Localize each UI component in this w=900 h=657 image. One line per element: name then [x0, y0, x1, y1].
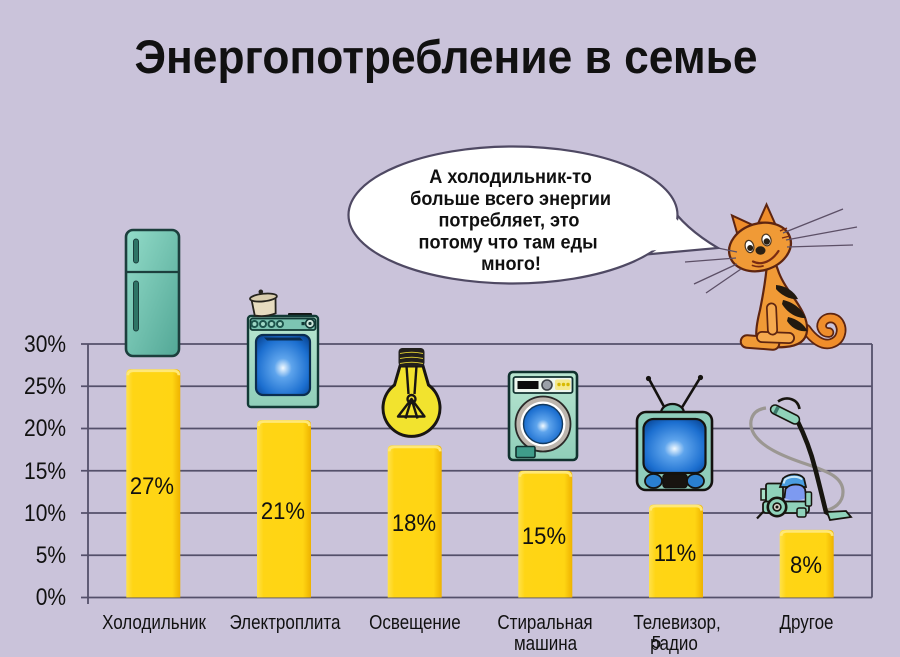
- svg-text:5%: 5%: [36, 542, 66, 569]
- svg-text:18%: 18%: [392, 509, 436, 536]
- svg-text:Другое: Другое: [779, 611, 833, 634]
- svg-text:потребляет, это: потребляет, это: [438, 209, 579, 231]
- svg-text:27%: 27%: [130, 472, 174, 499]
- svg-text:Холодильник: Холодильник: [102, 611, 207, 634]
- svg-text:потому что там еды: потому что там еды: [419, 231, 598, 253]
- svg-text:0%: 0%: [36, 584, 66, 611]
- svg-text:А холодильник-то: А холодильник-то: [429, 165, 592, 187]
- svg-text:машина: машина: [514, 632, 578, 655]
- svg-text:радио: радио: [650, 632, 698, 655]
- svg-text:25%: 25%: [24, 373, 66, 400]
- svg-text:5: 5: [652, 632, 662, 652]
- svg-text:больше всего энергии: больше всего энергии: [410, 187, 611, 209]
- svg-text:8%: 8%: [790, 551, 822, 578]
- svg-text:много!: много!: [481, 252, 541, 274]
- svg-text:10%: 10%: [24, 500, 66, 527]
- svg-text:Стиральная: Стиральная: [497, 611, 592, 634]
- svg-text:15%: 15%: [24, 458, 66, 485]
- svg-text:Энергопотребление в семье: Энергопотребление в семье: [135, 30, 758, 83]
- svg-text:30%: 30%: [24, 331, 66, 358]
- svg-text:Электроплита: Электроплита: [230, 611, 342, 634]
- svg-text:Освещение: Освещение: [369, 611, 461, 634]
- svg-text:11%: 11%: [654, 539, 697, 566]
- svg-text:Телевизор,: Телевизор,: [633, 611, 720, 634]
- svg-text:21%: 21%: [261, 497, 305, 524]
- svg-text:15%: 15%: [522, 522, 566, 549]
- svg-text:20%: 20%: [24, 415, 66, 442]
